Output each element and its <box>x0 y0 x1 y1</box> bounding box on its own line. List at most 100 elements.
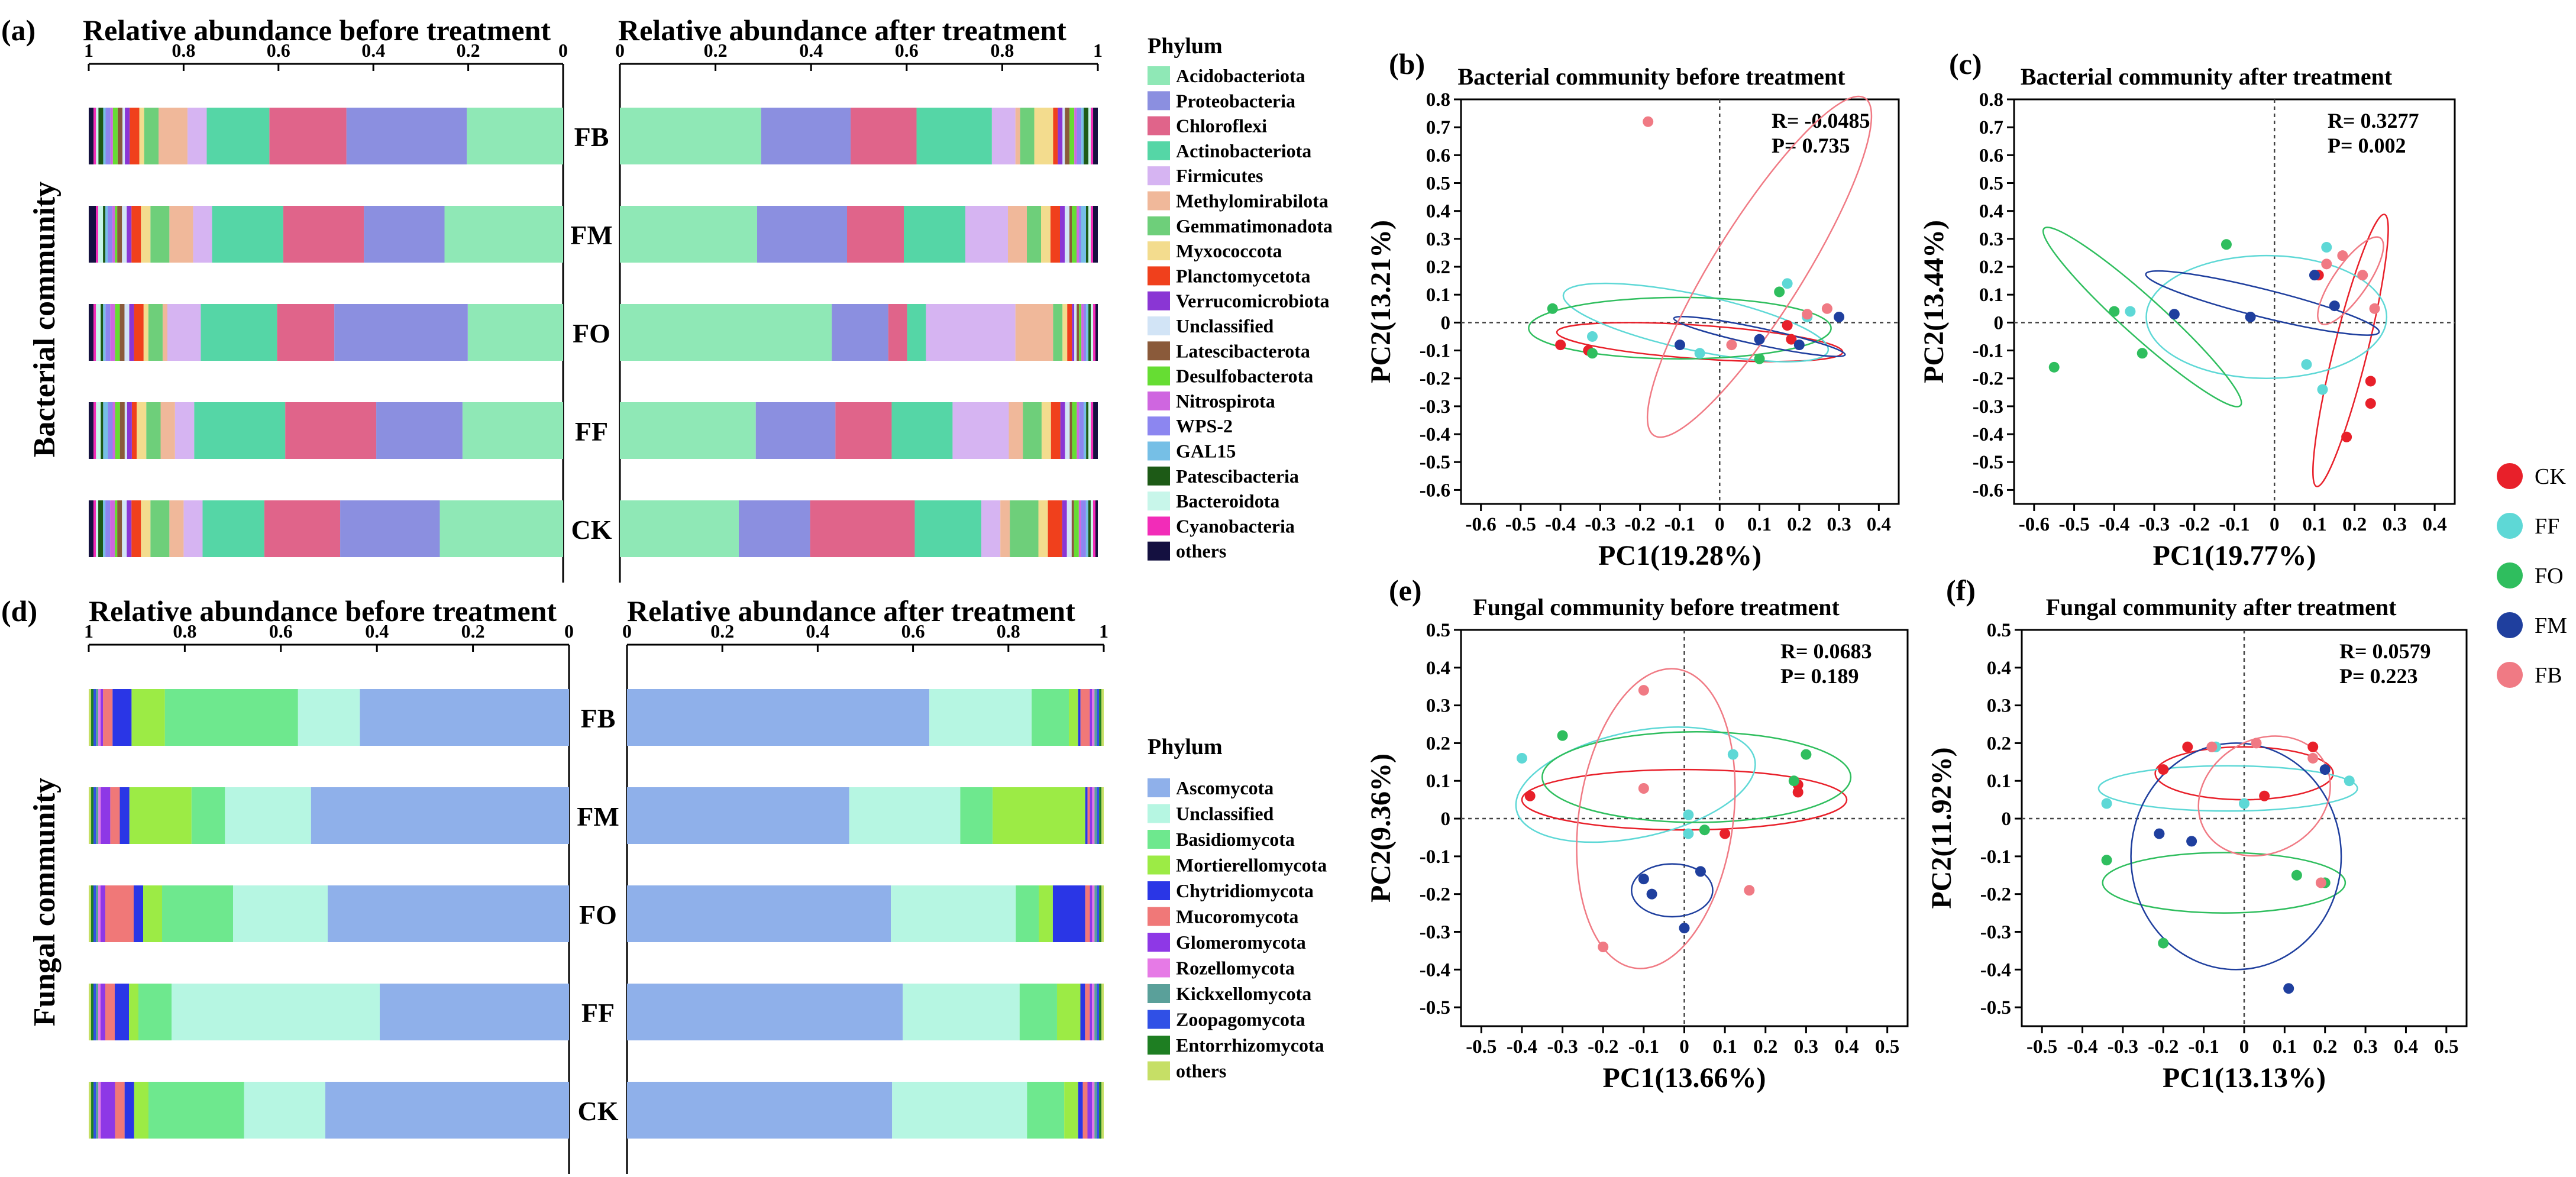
confidence-ellipse-FM <box>2145 270 2380 336</box>
bar-before-FB-Mucoromycota <box>103 689 113 746</box>
y-tick-label: -0.2 <box>1420 884 1450 906</box>
bar-after-FO-Mucoromycota <box>1085 885 1090 942</box>
bar-after-FM-Nitrospirota <box>1077 206 1079 263</box>
legend-swatch-Unclassified <box>1148 804 1170 823</box>
bar-after-FO-Firmicutes <box>926 304 1016 361</box>
panel-f-title: Fungal community after treatment <box>2046 594 2397 620</box>
x-tick-label: -0.5 <box>2058 514 2089 535</box>
bar-after-FF-Firmicutes <box>952 402 1009 459</box>
bar-before-FF-Basidiomycota <box>138 984 172 1040</box>
bar-after-FM-Firmicutes <box>965 206 1008 263</box>
bar-before-FB-Planctomycetota <box>130 108 140 164</box>
bar-before-FB-Cyanobacteria <box>93 108 96 164</box>
bar-after-FB-Bacteroidota <box>1088 108 1091 164</box>
data-point-FF <box>1683 828 1694 839</box>
legend-label-GAL15: GAL15 <box>1176 441 1236 462</box>
group-legend-label-FB: FB <box>2535 663 2562 688</box>
x-tick-label: 0.2 <box>2342 514 2367 535</box>
bar-after-CK-Bacteroidota <box>1090 500 1093 557</box>
legend-swatch-Glomeromycota <box>1148 933 1170 952</box>
bar-before-FM-Chloroflexi <box>283 206 364 263</box>
legend-swatch-others <box>1148 541 1170 561</box>
data-point-FO <box>1774 286 1785 298</box>
legend-label-Acidobacteriota: Acidobacteriota <box>1176 65 1305 86</box>
legend-label-WPS-2: WPS-2 <box>1176 415 1233 436</box>
tick-label-before: 1 <box>84 40 93 61</box>
x-tick-label: 0 <box>2239 1036 2249 1058</box>
bar-before-CK-Zoopagomycota <box>93 1082 96 1139</box>
bar-before-FM-Zoopagomycota <box>93 787 96 844</box>
y-tick-label: 0.5 <box>1979 173 2003 195</box>
bar-after-FM-Proteobacteria <box>757 206 847 263</box>
bar-after-FF-Rozellomycota <box>1092 984 1095 1040</box>
bar-after-FM-Methylomirabilota <box>1008 206 1027 263</box>
bar-after-FB-WPS-2 <box>1077 108 1082 164</box>
confidence-ellipse-FM <box>2130 742 2342 971</box>
y-tick-label: 0 <box>1994 312 2004 334</box>
row-label-fungal: Fungal community <box>28 778 62 1026</box>
panel-b-title: Bacterial community before treatment <box>1458 63 1846 90</box>
bar-before-FM-Bacteroidota <box>98 206 104 263</box>
stat-r: R= 0.0579 <box>2339 639 2431 663</box>
tick-label-after: 0 <box>615 40 625 61</box>
data-point-FF <box>2101 798 2112 809</box>
bar-before-FM-Desulfobacterota <box>115 206 118 263</box>
panel-a-plot: 1 0.8 0.6 0.4 0.2 0 0 0.2 0.4 0.6 0.8 1 FB FM FO FF CK <box>84 40 1103 583</box>
bar-after-FB-Chloroflexi <box>851 108 917 164</box>
y-axis-label: PC2(13.21%) <box>1365 220 1397 383</box>
x-tick-label: 0.5 <box>2434 1036 2458 1058</box>
bar-before-FF-Ascomycota <box>380 984 569 1040</box>
bar-before-FM-others <box>89 787 92 844</box>
y-tick-label: 0.1 <box>1987 771 2011 792</box>
x-tick-label: 0.4 <box>1834 1036 1859 1058</box>
bar-before-FM-Acidobacteriota <box>444 206 563 263</box>
bar-before-FM-Proteobacteria <box>364 206 445 263</box>
y-tick-label: -0.1 <box>1420 341 1450 362</box>
x-tick-label: -0.5 <box>1466 1036 1497 1058</box>
y-tick-label: 0.4 <box>1979 201 2003 222</box>
bar-before-FB-Methylomirabilota <box>159 108 188 164</box>
y-tick-label: -0.2 <box>1420 368 1450 390</box>
panel-e-plot: -0.5 -0.4 -0.3 -0.2 -0.1 0 0.1 0.2 0.3 0.4 0.5 -0.5… <box>1365 620 1909 1094</box>
confidence-ellipse-FO <box>1541 731 1852 823</box>
y-tick-label: 0.1 <box>1426 284 1450 306</box>
x-tick-label: -0.3 <box>2108 1036 2138 1058</box>
bar-after-FO-Entorrhizomycota <box>1099 885 1102 942</box>
bar-before-FB-Glomeromycota <box>101 689 104 746</box>
legend-swatch-Zoopagomycota <box>1148 1010 1170 1029</box>
bar-after-FO-others <box>1101 885 1104 942</box>
bar-after-FO-Chytridiomycota <box>1052 885 1085 942</box>
panel-label-d: (d) <box>1 594 37 628</box>
tick-label-before: 0.8 <box>172 40 195 61</box>
x-tick-label: 0.2 <box>2313 1036 2337 1058</box>
bar-before-FB-Proteobacteria <box>346 108 467 164</box>
legend-label-Gemmatimonadota: Gemmatimonadota <box>1176 215 1333 237</box>
legend-label-Methylomirabilota: Methylomirabilota <box>1176 190 1329 212</box>
legend-swatch-Gemmatimonadota <box>1148 216 1170 235</box>
bar-after-FM-Acidobacteriota <box>620 206 757 263</box>
data-point-CK <box>1555 339 1566 351</box>
x-tick-label: 0.2 <box>1787 514 1811 535</box>
y-tick-label: 0.2 <box>1979 257 2003 278</box>
y-tick-label: -0.1 <box>1980 846 2011 868</box>
bar-before-FO-Nitrospirota <box>110 304 115 361</box>
confidence-ellipse-FO <box>2102 852 2346 914</box>
bar-before-FM-WPS-2 <box>108 206 113 263</box>
legend-swatch-Planctomycetota <box>1148 266 1170 286</box>
bar-before-CK-Myxococcota <box>141 500 151 557</box>
bar-after-FF-Myxococcota <box>1041 402 1051 459</box>
y-tick-label: -0.4 <box>1420 959 1450 981</box>
x-axis-label: PC1(13.66%) <box>1603 1062 1766 1094</box>
x-tick-label: 0.1 <box>2273 1036 2297 1058</box>
data-point-CK <box>2182 741 2193 752</box>
y-tick-label: 0.4 <box>1426 658 1450 679</box>
data-point-FF <box>1587 331 1598 342</box>
fungal-legend-title: Phylum <box>1148 735 1223 759</box>
data-point-FF <box>1516 752 1527 764</box>
bar-after-FF-Chloroflexi <box>835 402 892 459</box>
x-tick-label: 0 <box>1715 514 1725 535</box>
bar-before-CK-Acidobacteriota <box>439 500 563 557</box>
legend-label-Verrucomicrobiota: Verrucomicrobiota <box>1176 290 1330 312</box>
bacterial-legend-entries: Acidobacteriota Proteobacteria Chloroflexi… <box>1148 65 1333 562</box>
